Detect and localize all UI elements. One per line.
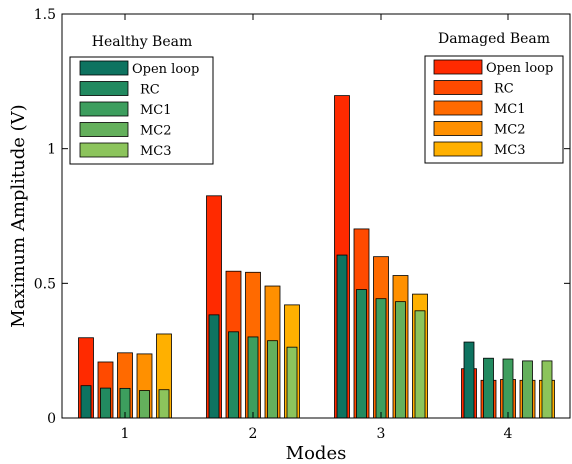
legend-damaged-label: Open loop xyxy=(486,61,553,76)
plot-area-frame xyxy=(61,13,571,419)
y-tick-label: 0.5 xyxy=(34,276,56,292)
x-axis-ticks: 1 2 3 4 xyxy=(121,14,513,442)
bar-healthy-mc1-mode-3 xyxy=(375,298,387,419)
legend-healthy-label: MC2 xyxy=(140,124,172,139)
legend-damaged-label: MC2 xyxy=(494,123,526,138)
legend-healthy-label: RC xyxy=(140,83,160,98)
bar-healthy-mc2-mode-1 xyxy=(139,390,150,419)
legend-damaged-swatch-mc2 xyxy=(433,121,483,136)
legend-healthy-swatch-mc1 xyxy=(79,101,129,117)
y-tick-label: 1 xyxy=(47,142,56,158)
bar-healthy-mc1-mode-2 xyxy=(247,336,259,419)
y-axis-ticks: 0 0.5 1 1.5 xyxy=(34,7,570,427)
bar-healthy-rc-mode-3 xyxy=(356,289,367,419)
bar-healthy-mc1-mode-4 xyxy=(502,358,514,419)
x-tick-label: 1 xyxy=(121,426,130,442)
x-tick-label: 2 xyxy=(249,426,258,442)
y-axis-label: Maximum Amplitude (V) xyxy=(8,104,29,327)
legend-healthy-label: MC1 xyxy=(140,103,172,118)
x-axis-label: Modes xyxy=(286,443,347,464)
bar-healthy-open-loop-mode-2 xyxy=(208,314,220,419)
legend-healthy-swatch-mc2 xyxy=(79,122,129,137)
x-tick-label: 4 xyxy=(504,426,513,442)
bar-healthy-open-loop-mode-1 xyxy=(80,385,92,419)
legend-damaged-swatch-open-loop xyxy=(433,59,483,75)
legend-damaged-label: RC xyxy=(494,82,514,97)
legend-damaged: Open loop RC MC1 MC2 MC3 xyxy=(424,55,564,164)
bar-healthy-open-loop-mode-4 xyxy=(463,341,475,419)
healthy-beam-annotation: Healthy Beam xyxy=(92,34,193,50)
legend-damaged-swatch-mc3 xyxy=(433,141,483,157)
legend-damaged-swatch-mc1 xyxy=(433,100,483,116)
legend-healthy-swatch-mc3 xyxy=(79,142,129,158)
legend-healthy-label: MC3 xyxy=(140,144,172,159)
legend-damaged-label: MC1 xyxy=(494,102,526,117)
x-tick-label: 3 xyxy=(377,426,386,442)
legend-damaged-swatch-rc xyxy=(433,80,483,95)
y-tick-label: 0 xyxy=(47,411,56,427)
bar-healthy-mc3-mode-1 xyxy=(158,389,170,419)
legend-healthy: Open loop RC MC1 MC2 MC3 xyxy=(69,56,214,165)
bar-healthy-mc3-mode-3 xyxy=(414,310,426,419)
bar-healthy-open-loop-mode-3 xyxy=(336,254,348,419)
bar-healthy-mc3-mode-2 xyxy=(286,346,298,419)
y-tick-label: 1.5 xyxy=(34,7,56,23)
damaged-beam-annotation: Damaged Beam xyxy=(438,31,550,47)
bar-healthy-mc2-mode-4 xyxy=(522,360,533,419)
bar-healthy-mc3-mode-4 xyxy=(541,360,553,419)
bar-healthy-rc-mode-4 xyxy=(483,357,494,419)
legend-damaged-label: MC3 xyxy=(494,143,526,158)
legend-healthy-swatch-open-loop xyxy=(79,60,129,76)
legend-healthy-swatch-rc xyxy=(79,81,129,96)
bar-healthy-mc2-mode-3 xyxy=(395,301,406,419)
bar-healthy-rc-mode-1 xyxy=(100,387,111,419)
bar-healthy-mc2-mode-2 xyxy=(267,340,278,419)
legend-healthy-label: Open loop xyxy=(132,62,199,77)
bar-healthy-rc-mode-2 xyxy=(228,331,239,419)
